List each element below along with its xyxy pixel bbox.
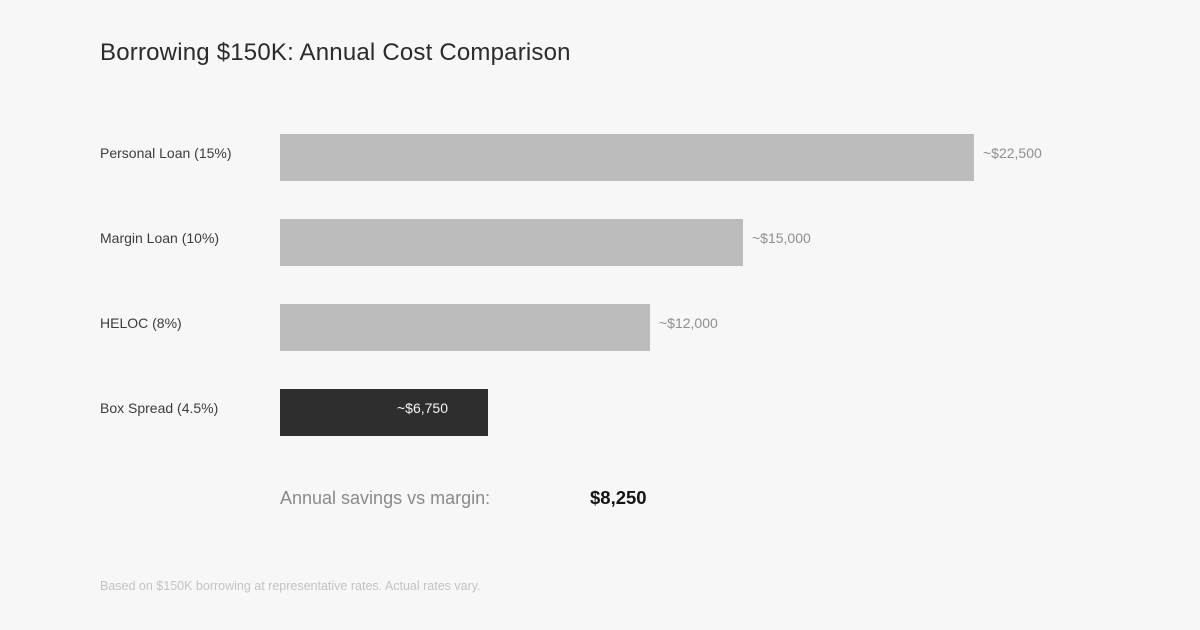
summary-row: Annual savings vs margin: $8,250 (0, 487, 1200, 512)
value-label: ~$12,000 (659, 315, 718, 331)
summary-label: Annual savings vs margin: (280, 488, 491, 508)
value-label: ~$15,000 (752, 230, 811, 246)
value-label: ~$22,500 (983, 145, 1042, 161)
bar-row: Personal Loan (15%) ~$22,500 (0, 134, 1200, 181)
highlight-bar: ~$6,750 (280, 389, 488, 436)
category-label: HELOC (8%) (100, 315, 182, 331)
bar-row: Margin Loan (10%) ~$15,000 (0, 219, 1200, 266)
bar (280, 219, 743, 266)
bar (280, 304, 650, 351)
category-label: Margin Loan (10%) (100, 230, 220, 246)
summary-value: $8,250 (590, 487, 647, 508)
category-label: Personal Loan (15%) (100, 145, 232, 161)
footnote: Based on $150K borrowing at representati… (100, 579, 481, 593)
category-label: Box Spread (4.5%) (100, 400, 219, 416)
bar (280, 134, 974, 181)
value-label: ~$6,750 (397, 400, 448, 416)
chart-title: Borrowing $150K: Annual Cost Comparison (100, 39, 571, 66)
bar-row: HELOC (8%) ~$12,000 (0, 304, 1200, 351)
bar-row: Box Spread (4.5%) ~$6,750 (0, 389, 1200, 436)
